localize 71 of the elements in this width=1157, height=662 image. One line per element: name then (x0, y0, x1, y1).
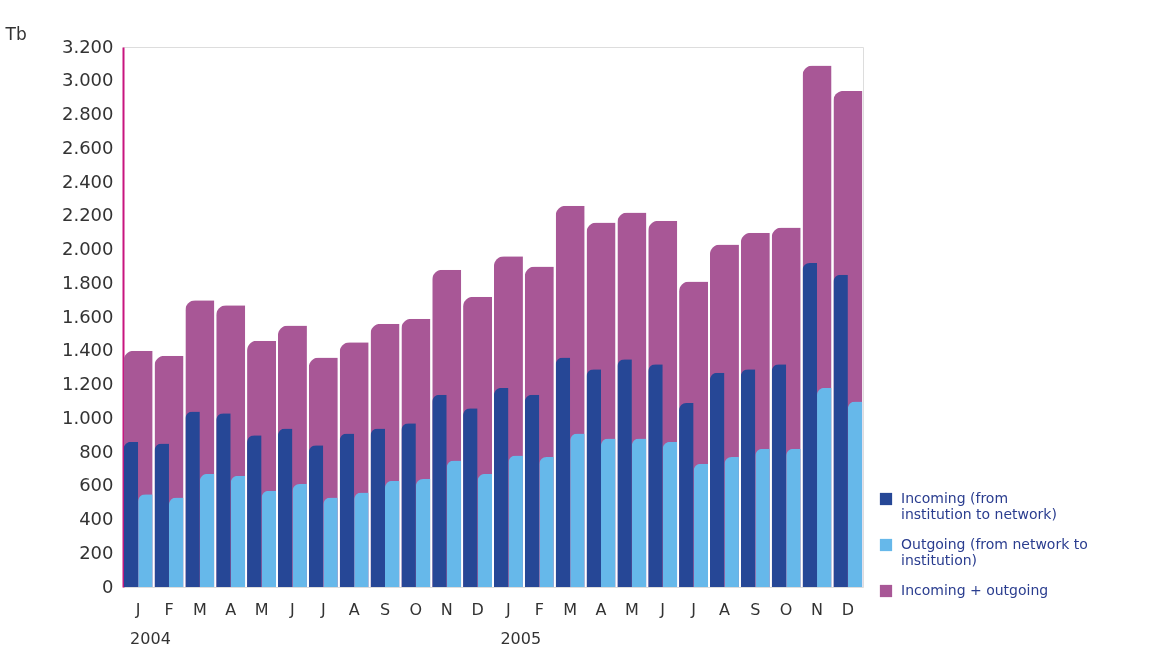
x-tick-label: A (595, 599, 607, 619)
bar (493, 387, 509, 587)
y-tick-label: 1.600 (61, 305, 114, 327)
bar (847, 401, 863, 587)
y-tick-label: 3.000 (61, 69, 114, 91)
y-tick-label: 400 (79, 508, 114, 529)
bar (740, 369, 756, 587)
bar (415, 479, 431, 587)
bar (168, 497, 184, 587)
bar (555, 357, 571, 587)
bar (662, 441, 678, 587)
legend-label: Incoming + outgoing (901, 582, 1049, 598)
x-tick-label: N (440, 599, 453, 619)
text: 2005 (500, 629, 542, 648)
y-tick-label: 2.600 (61, 136, 114, 158)
bar (586, 369, 602, 587)
x-tick-label: J (505, 599, 511, 619)
bar (802, 263, 818, 587)
bar (230, 475, 246, 587)
x-tick-label: J (319, 599, 326, 619)
bar (693, 463, 709, 587)
y-tick-label: 2.400 (61, 170, 114, 192)
y-tick-label: 1.400 (61, 339, 114, 361)
x-tick-label: S (750, 599, 761, 619)
y-tick-label: 1.000 (61, 406, 114, 428)
y-tick-label: 2.000 (61, 238, 114, 259)
bar (123, 441, 139, 587)
x-tick-label: A (348, 599, 360, 619)
bar (631, 438, 647, 587)
text: 2004 (130, 629, 171, 648)
x-tick-label: M (563, 599, 578, 619)
bar (384, 480, 400, 587)
y-tick-label: 2.200 (61, 204, 114, 226)
x-tick-label: J (690, 599, 696, 619)
bar (477, 473, 493, 587)
y-tick-label: 0 (102, 575, 114, 597)
y-tick-label: 1.800 (61, 271, 114, 293)
legend-label: Outgoing (from network to institution) (901, 536, 1088, 568)
bar (199, 473, 215, 587)
x-tick-label: F (534, 599, 544, 619)
bar (524, 394, 540, 587)
legend-label: Incoming (from institution to network) (901, 490, 1057, 522)
bar (261, 490, 277, 587)
bar (709, 372, 725, 587)
y-tick-label: 600 (79, 474, 114, 496)
x-tick-label: M (192, 599, 207, 619)
bar (771, 364, 787, 587)
x-tick-label: F (164, 599, 174, 619)
x-tick-label: D (841, 599, 855, 619)
y-tick-label: 1.200 (61, 373, 114, 394)
y-tick-label: 800 (79, 440, 114, 462)
x-tick-label: M (254, 599, 269, 619)
y-tick-label: 200 (79, 541, 114, 563)
bar (308, 445, 324, 587)
x-tick-label: N (811, 599, 823, 619)
x-tick-label: J (289, 599, 295, 619)
y-tick-label: 3.200 (61, 35, 114, 57)
x-tick-label: O (409, 599, 423, 619)
x-tick-label: J (659, 599, 666, 619)
bar (446, 460, 462, 587)
x-tick-label: D (471, 599, 484, 619)
y-tick-label: 2.800 (61, 103, 114, 124)
x-tick-label: S (379, 599, 391, 619)
bar (339, 433, 355, 587)
x-tick-label: A (718, 599, 730, 619)
y-axis-title: Tb (4, 23, 27, 44)
x-tick-label: O (779, 599, 793, 619)
x-tick-label: M (624, 599, 639, 619)
bar (277, 428, 293, 587)
x-tick-label: J (134, 599, 141, 619)
x-tick-label: A (225, 599, 237, 619)
